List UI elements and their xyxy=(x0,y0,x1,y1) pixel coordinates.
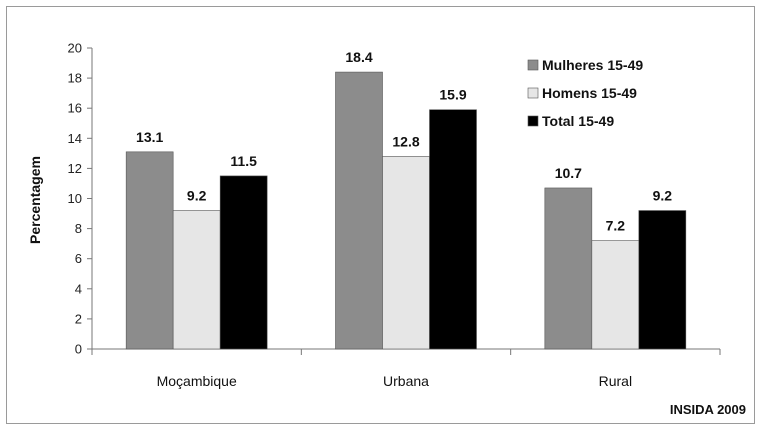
bar xyxy=(429,109,477,350)
data-label: 15.9 xyxy=(439,87,466,103)
bars: 13.1 18.4 10.7 9.2 12.8 7.2 11.5 15.9 9.2 xyxy=(125,49,687,350)
y-axis-label: Percentagem xyxy=(27,156,43,244)
data-label: 13.1 xyxy=(136,129,163,145)
y-tick-label: 16 xyxy=(68,101,82,116)
data-label: 9.2 xyxy=(653,188,673,204)
bar xyxy=(172,210,221,350)
legend-swatch xyxy=(527,87,539,99)
legend-swatch xyxy=(527,59,539,71)
y-tick-label: 20 xyxy=(68,41,82,56)
data-label: 10.7 xyxy=(555,165,582,181)
legend-swatch xyxy=(527,115,539,127)
legend-label: Total 15-49 xyxy=(542,113,614,129)
bar xyxy=(591,240,640,350)
bar xyxy=(335,71,383,350)
legend: Mulheres 15-49 Homens 15-49 Total 15-49 xyxy=(527,57,643,129)
data-label: 18.4 xyxy=(345,49,372,65)
x-category-label: Rural xyxy=(599,373,632,389)
y-tick-label: 8 xyxy=(75,221,82,236)
data-label: 12.8 xyxy=(392,133,419,149)
x-category-label: Moçambique xyxy=(157,373,237,389)
y-tick-label: 2 xyxy=(75,311,82,326)
bar xyxy=(638,210,687,350)
bar xyxy=(382,156,430,350)
y-tick-label: 10 xyxy=(68,191,82,206)
y-tick-label: 12 xyxy=(68,161,82,176)
legend-label: Homens 15-49 xyxy=(542,85,637,101)
bar xyxy=(219,175,268,350)
y-tick-label: 14 xyxy=(68,131,82,146)
legend-label: Mulheres 15-49 xyxy=(542,57,643,73)
bar xyxy=(544,187,593,350)
data-label: 7.2 xyxy=(606,218,626,234)
data-label: 11.5 xyxy=(230,153,257,169)
y-tick-label: 0 xyxy=(75,342,82,357)
source-note: INSIDA 2009 xyxy=(670,402,746,417)
y-tick-label: 18 xyxy=(68,71,82,86)
x-category-label: Urbana xyxy=(383,373,429,389)
bar xyxy=(125,151,174,350)
data-label: 9.2 xyxy=(187,188,207,204)
y-tick-label: 6 xyxy=(75,251,82,266)
y-tick-label: 4 xyxy=(75,281,82,296)
